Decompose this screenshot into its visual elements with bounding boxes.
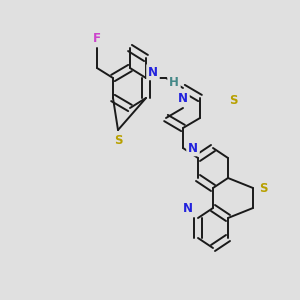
Text: S: S — [259, 182, 267, 194]
Text: N: N — [188, 142, 198, 154]
Text: H: H — [169, 76, 179, 88]
Text: S: S — [229, 94, 237, 106]
Text: N: N — [183, 202, 193, 214]
Text: N: N — [148, 65, 158, 79]
Text: F: F — [93, 32, 101, 44]
Text: S: S — [114, 134, 122, 146]
Text: N: N — [178, 92, 188, 104]
